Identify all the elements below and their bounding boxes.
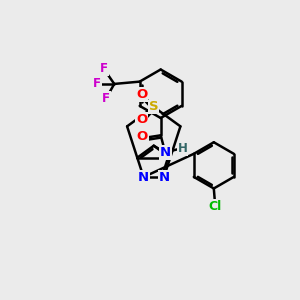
Text: S: S xyxy=(149,100,159,113)
Text: O: O xyxy=(136,113,147,126)
Text: N: N xyxy=(160,146,171,159)
Text: O: O xyxy=(136,130,148,143)
Text: H: H xyxy=(178,142,188,155)
Text: F: F xyxy=(102,92,110,105)
Text: F: F xyxy=(93,77,101,90)
Text: F: F xyxy=(100,62,108,75)
Text: O: O xyxy=(136,88,147,101)
Text: N: N xyxy=(138,171,149,184)
Text: Cl: Cl xyxy=(208,200,222,213)
Text: N: N xyxy=(158,171,169,184)
